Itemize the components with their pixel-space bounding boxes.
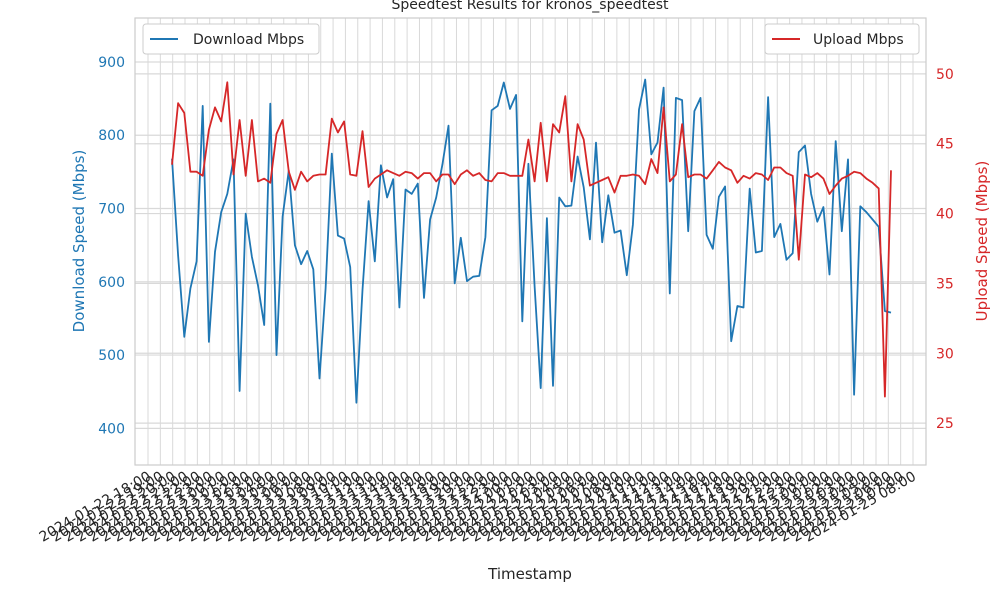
download-series-line bbox=[171, 78, 892, 404]
right-y-tick-label: 35 bbox=[936, 276, 954, 292]
left-y-axis-label: Download Speed (Mbps) bbox=[70, 150, 88, 333]
series-layer bbox=[171, 78, 892, 404]
left-y-tick-label: 400 bbox=[98, 421, 125, 437]
right-y-tick-label: 25 bbox=[936, 416, 954, 432]
right-y-tick-label: 40 bbox=[936, 207, 954, 223]
legend-download-label: Download Mbps bbox=[193, 32, 304, 48]
legend-upload: Upload Mbps bbox=[764, 23, 920, 55]
right-y-tick-label: 30 bbox=[936, 346, 954, 362]
left-y-tick-label: 500 bbox=[98, 348, 125, 364]
legend-download: Download Mbps bbox=[142, 23, 320, 55]
left-y-tick-label: 800 bbox=[98, 128, 125, 144]
left-y-tick-label: 700 bbox=[98, 202, 125, 218]
right-y-tick-label: 45 bbox=[936, 137, 954, 153]
chart-title: Speedtest Results for kronos_speedtest bbox=[392, 0, 669, 13]
upload-series-line bbox=[171, 81, 892, 398]
legend-upload-box bbox=[764, 23, 920, 55]
horizontal-gridlines bbox=[135, 61, 926, 429]
legend-download-box bbox=[142, 23, 320, 55]
plot-frame bbox=[134, 17, 927, 466]
left-y-tick-label: 900 bbox=[98, 55, 125, 71]
legend-upload-label: Upload Mbps bbox=[813, 32, 904, 48]
right-y-tick-label: 50 bbox=[936, 67, 954, 83]
left-y-tick-label: 600 bbox=[98, 275, 125, 291]
right-y-axis-label: Upload Speed (Mbps) bbox=[973, 161, 991, 322]
x-axis-label: Timestamp bbox=[487, 565, 572, 583]
vertical-gridlines bbox=[147, 18, 914, 465]
right-y-ticks: 25 30 35 40 45 50 bbox=[936, 67, 954, 432]
left-y-ticks: 400 500 600 700 800 900 bbox=[98, 55, 125, 437]
